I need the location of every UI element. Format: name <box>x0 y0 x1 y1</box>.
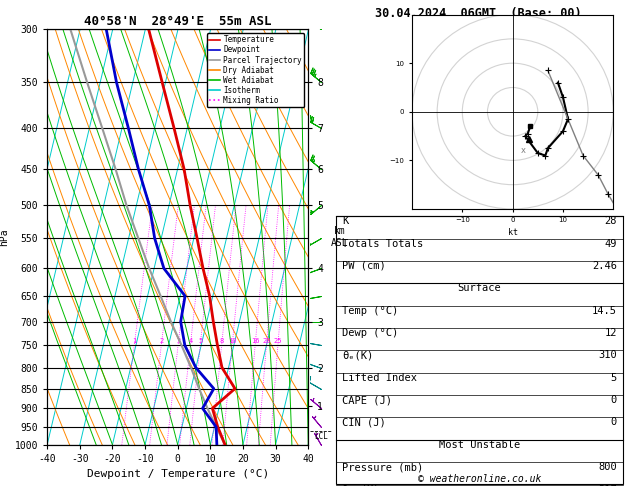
Text: 49: 49 <box>604 239 617 249</box>
Text: Temp (°C): Temp (°C) <box>342 306 398 316</box>
Text: 0: 0 <box>611 417 617 428</box>
Text: x: x <box>521 146 526 155</box>
Text: PW (cm): PW (cm) <box>342 261 386 271</box>
Text: 28: 28 <box>604 216 617 226</box>
Text: Most Unstable: Most Unstable <box>439 440 520 450</box>
Text: 30.04.2024  06GMT  (Base: 00): 30.04.2024 06GMT (Base: 00) <box>375 7 581 20</box>
Text: 20: 20 <box>262 338 270 344</box>
Text: Pressure (mb): Pressure (mb) <box>342 462 423 472</box>
Text: Totals Totals: Totals Totals <box>342 239 423 249</box>
Text: CAPE (J): CAPE (J) <box>342 395 392 405</box>
Text: 0: 0 <box>611 395 617 405</box>
Legend: Temperature, Dewpoint, Parcel Trajectory, Dry Adiabat, Wet Adiabat, Isotherm, Mi: Temperature, Dewpoint, Parcel Trajectory… <box>207 33 304 107</box>
Text: 1: 1 <box>132 338 136 344</box>
Text: 3: 3 <box>176 338 181 344</box>
Text: 310: 310 <box>598 350 617 361</box>
Text: θₑ (K): θₑ (K) <box>342 485 379 486</box>
Text: 16: 16 <box>251 338 260 344</box>
Text: 14.5: 14.5 <box>592 306 617 316</box>
Text: 4: 4 <box>189 338 192 344</box>
Text: 25: 25 <box>274 338 282 344</box>
Text: 8: 8 <box>220 338 224 344</box>
Text: 12: 12 <box>604 328 617 338</box>
Text: 5: 5 <box>198 338 203 344</box>
X-axis label: Dewpoint / Temperature (°C): Dewpoint / Temperature (°C) <box>87 469 269 479</box>
Text: Surface: Surface <box>458 283 501 294</box>
Text: θₑ(K): θₑ(K) <box>342 350 373 361</box>
Text: 5: 5 <box>611 373 617 383</box>
Y-axis label: hPa: hPa <box>0 228 9 246</box>
Text: 800: 800 <box>598 462 617 472</box>
Bar <box>336 216 623 484</box>
Text: 2: 2 <box>159 338 164 344</box>
Text: Dewp (°C): Dewp (°C) <box>342 328 398 338</box>
Text: 40°58'N  28°49'E  55m ASL: 40°58'N 28°49'E 55m ASL <box>84 15 272 28</box>
Text: 10: 10 <box>228 338 237 344</box>
Text: 2.46: 2.46 <box>592 261 617 271</box>
Text: 317: 317 <box>598 485 617 486</box>
Y-axis label: km
ASL: km ASL <box>331 226 348 248</box>
Text: CIN (J): CIN (J) <box>342 417 386 428</box>
Text: K: K <box>342 216 348 226</box>
X-axis label: kt: kt <box>508 228 518 237</box>
Text: LCL: LCL <box>314 433 328 441</box>
Text: Lifted Index: Lifted Index <box>342 373 417 383</box>
Text: © weatheronline.co.uk: © weatheronline.co.uk <box>418 473 541 484</box>
